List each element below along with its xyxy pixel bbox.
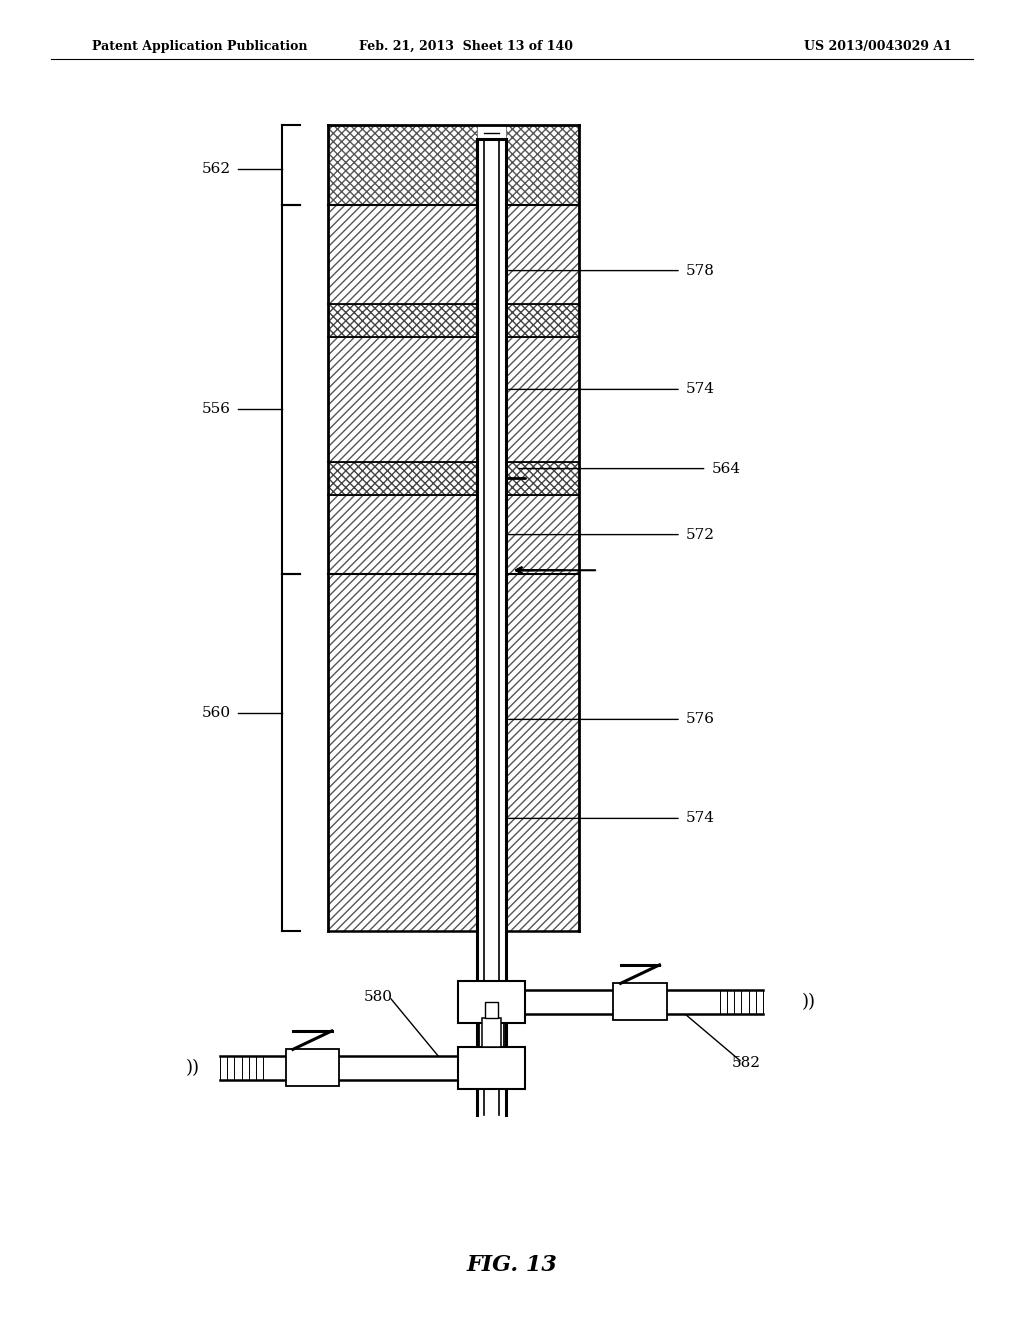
Bar (506, 125, 579, 205)
Text: 580: 580 (364, 990, 392, 1003)
Text: FIG. 13: FIG. 13 (467, 1254, 557, 1275)
Text: )): )) (802, 993, 816, 1011)
Bar (613, 983, 667, 1020)
Text: 572: 572 (686, 528, 715, 541)
Bar (328, 574, 477, 931)
Text: Feb. 21, 2013  Sheet 13 of 140: Feb. 21, 2013 Sheet 13 of 140 (359, 40, 572, 53)
Bar (484, 139, 499, 1115)
Text: US 2013/0043029 A1: US 2013/0043029 A1 (805, 40, 952, 53)
Text: 574: 574 (686, 812, 715, 825)
Bar (286, 1049, 339, 1086)
Bar (220, 1056, 459, 1080)
Text: )): )) (185, 1059, 200, 1077)
Bar (479, 1023, 504, 1047)
Bar (506, 574, 579, 931)
Bar (328, 304, 477, 337)
Text: 574: 574 (686, 383, 715, 396)
Text: 578: 578 (686, 264, 715, 277)
Text: 560: 560 (202, 706, 230, 719)
Text: 556: 556 (202, 403, 230, 416)
Text: 562: 562 (202, 162, 230, 176)
Bar (328, 462, 477, 495)
Bar (485, 1002, 498, 1018)
Bar (482, 1018, 501, 1047)
Text: 564: 564 (712, 462, 740, 475)
Bar (328, 205, 477, 574)
Bar (459, 981, 524, 1023)
Bar (328, 125, 477, 205)
Bar (506, 304, 579, 337)
Bar (524, 990, 763, 1014)
Text: Patent Application Publication: Patent Application Publication (92, 40, 307, 53)
Bar (459, 1047, 524, 1089)
Bar (477, 139, 506, 1115)
Text: 582: 582 (732, 1056, 761, 1069)
Text: 576: 576 (686, 713, 715, 726)
Bar (506, 205, 579, 574)
Bar (506, 462, 579, 495)
